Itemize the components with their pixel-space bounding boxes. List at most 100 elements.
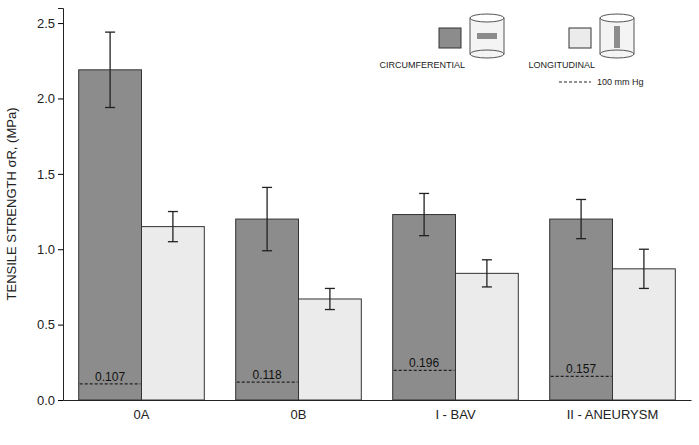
bar [299,299,362,400]
x-tick-label: II - ANEURYSM [567,407,659,422]
y-tick: 0.5 [37,317,63,332]
y-tick-label: 2.5 [37,16,55,31]
error-bar [168,212,178,242]
reference-label: 0.157 [566,362,596,376]
error-bar-cap [168,241,178,242]
y-tick: 1.0 [37,242,63,257]
x-tick-label: 0B [291,407,307,422]
error-bar-cap [325,288,335,289]
legend-label: LONGITUDINAL [528,60,595,70]
y-axis-line [58,9,64,401]
error-bar-stem [109,32,110,107]
error-bar-cap [105,107,115,108]
error-bar [639,249,649,288]
legend-icon [600,14,634,58]
error-bar-cap [262,187,272,188]
error-bar-stem [486,260,487,287]
x-tick: 0A [134,400,150,422]
error-bar-stem [266,187,267,250]
legend-swatch [569,28,591,48]
x-tick-label: 0A [134,407,150,422]
legend-label: 100 mm Hg [597,77,644,87]
bar [550,219,613,400]
y-tick-mark [58,400,63,401]
error-bar-cap [262,250,272,251]
legend-item: 100 mm Hg [559,77,644,87]
marks [79,32,676,400]
error-bar [419,193,429,235]
bar [393,215,456,400]
y-tick-label: 2.0 [37,91,55,106]
icon-top [470,14,504,22]
icon-body [600,18,634,54]
icon-specimen [614,26,620,48]
bar [79,70,142,400]
bar [613,269,676,400]
reference-labels: 0.107 0.118 0.196 0.157 [95,356,596,383]
x-tick-label: I - BAV [435,407,476,422]
error-bar-cap [419,235,429,236]
error-bar-stem [643,249,644,288]
error-bar-stem [580,199,581,238]
legend-item: CIRCUMFERENTIAL [379,14,504,70]
x-tick: I - BAV [435,400,476,422]
error-bar-cap [576,199,586,200]
y-tick: 0.0 [37,393,63,408]
y-tick-mark [58,325,63,326]
error-bar-stem [329,288,330,309]
error-bar-stem [423,193,424,235]
error-bar-cap [482,286,492,287]
icon-body [470,18,504,54]
error-bar-cap [576,238,586,239]
legend: CIRCUMFERENTIAL LONGITUDINAL100 mm Hg [379,14,643,87]
reference-label: 0.107 [95,370,125,384]
legend-line [559,81,591,82]
y-tick: 1.5 [37,167,63,182]
y-tick-mark [58,23,63,24]
y-tick: 2.0 [37,91,63,106]
y-tick-label: 0.5 [37,317,55,332]
icon-top [600,14,634,22]
icon-bottom [600,50,634,58]
reference-label: 0.196 [409,356,439,370]
icon-specimen [477,33,497,39]
y-tick-mark [58,98,63,99]
series-bars [79,70,613,400]
y-tick-label: 1.0 [37,242,55,257]
x-axis: 0A 0B I - BAV II - ANEURYSM [64,400,692,422]
bar [456,273,519,400]
legend-item: LONGITUDINAL [528,14,634,70]
error-bar [262,187,272,250]
y-tick-label: 0.0 [37,393,55,408]
error-bar-cap [325,309,335,310]
error-bar-cap [105,31,115,32]
y-tick-mark [58,249,63,250]
error-bar-stem [172,212,173,242]
y-axis: 0.0 0.5 1.0 1.5 2.0 2.5 [37,9,64,408]
y-tick-label: 1.5 [37,167,55,182]
legend-icon [470,14,504,58]
x-tick: II - ANEURYSM [567,400,659,422]
error-bar-cap [419,193,429,194]
legend-swatch [439,28,461,48]
error-bar-cap [639,249,649,250]
series-bars [142,227,676,400]
x-axis-line [64,400,692,401]
bar [142,227,205,400]
y-axis-title: TENSILE STRENGTH σR, (MPa) [4,108,19,301]
error-bar-cap [639,288,649,289]
plot: 0.107 0.118 0.196 0.157 0.0 0.5 1.0 1.5 2.0 2.5 0A… [37,9,692,423]
chart: 0.107 0.118 0.196 0.157 0.0 0.5 1.0 1.5 2.0 2.5 0A… [0,0,699,445]
y-tick: 2.5 [37,16,63,31]
error-bar-cap [482,259,492,260]
legend-label: CIRCUMFERENTIAL [379,60,465,70]
error-bar [105,32,115,107]
reference-label: 0.118 [253,368,282,382]
x-tick: 0B [291,400,307,422]
error-bar [325,288,335,309]
icon-bottom [470,50,504,58]
error-bar [576,199,586,238]
error-bar-cap [168,211,178,212]
y-tick-mark [58,174,63,175]
error-bar [482,260,492,287]
